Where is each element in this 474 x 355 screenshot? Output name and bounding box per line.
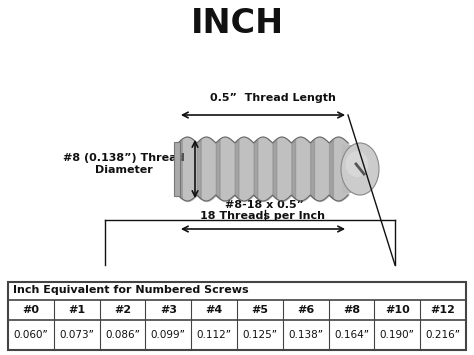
Text: #8 (0.138”) Thread
Diameter: #8 (0.138”) Thread Diameter xyxy=(64,153,185,175)
FancyBboxPatch shape xyxy=(342,145,364,193)
Text: #8-18 x 0.5”: #8-18 x 0.5” xyxy=(226,200,304,210)
Text: #5: #5 xyxy=(251,305,268,315)
Text: 0.086”: 0.086” xyxy=(105,330,140,340)
Text: #10: #10 xyxy=(385,305,410,315)
Text: #6: #6 xyxy=(297,305,314,315)
Text: 0.164”: 0.164” xyxy=(334,330,369,340)
Ellipse shape xyxy=(341,143,379,195)
Text: 0.060”: 0.060” xyxy=(14,330,48,340)
Text: 0.216”: 0.216” xyxy=(426,330,461,340)
Text: #0: #0 xyxy=(22,305,39,315)
Text: 18 Threads per Inch: 18 Threads per Inch xyxy=(201,211,326,221)
Text: 0.190”: 0.190” xyxy=(380,330,415,340)
Text: #8: #8 xyxy=(343,305,360,315)
Bar xyxy=(174,142,180,196)
Bar xyxy=(178,143,348,195)
Ellipse shape xyxy=(346,151,368,177)
Text: 0.138”: 0.138” xyxy=(288,330,323,340)
Text: 0.112”: 0.112” xyxy=(197,330,232,340)
Text: #1: #1 xyxy=(68,305,85,315)
Text: #3: #3 xyxy=(160,305,177,315)
Text: 0.125”: 0.125” xyxy=(242,330,277,340)
Text: #4: #4 xyxy=(205,305,223,315)
Text: #12: #12 xyxy=(431,305,456,315)
Text: #2: #2 xyxy=(114,305,131,315)
Text: 0.099”: 0.099” xyxy=(151,330,186,340)
Text: Inch Equivalent for Numbered Screws: Inch Equivalent for Numbered Screws xyxy=(13,285,249,295)
Text: 0.073”: 0.073” xyxy=(59,330,94,340)
Text: 0.5”  Thread Length: 0.5” Thread Length xyxy=(210,93,336,103)
Text: INCH: INCH xyxy=(191,7,283,40)
Bar xyxy=(8,282,466,350)
